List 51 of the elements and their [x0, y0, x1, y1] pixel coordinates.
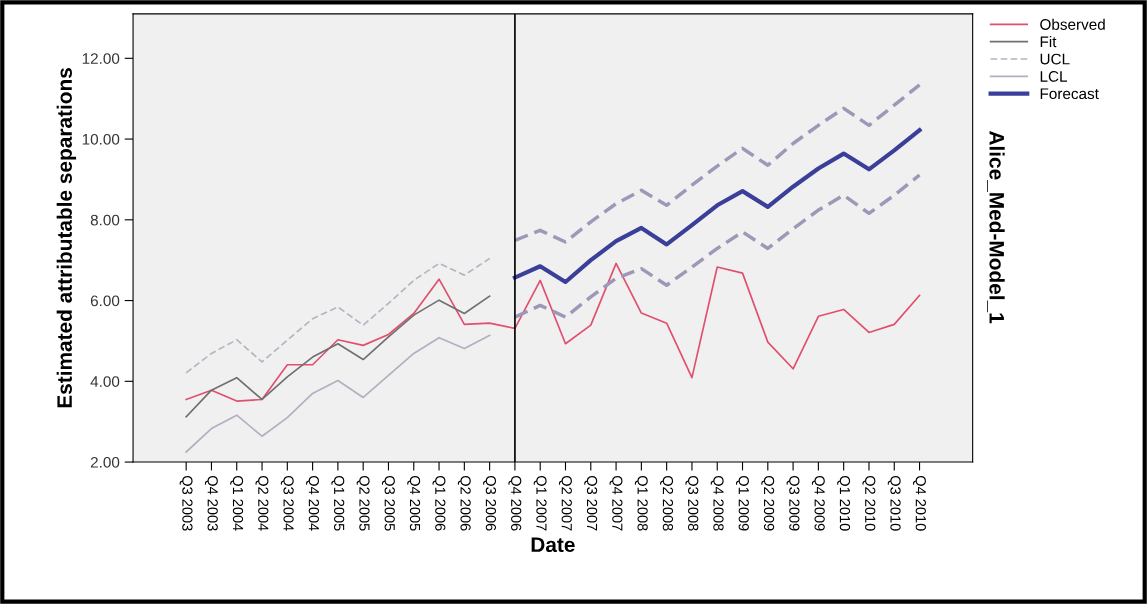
- line-series: [513, 173, 922, 319]
- x-tick-label: Q2 2007: [558, 475, 572, 531]
- legend-label: Observed: [1040, 18, 1105, 30]
- x-tick-label: Q4 2003: [204, 475, 218, 531]
- x-tick-label: Q4 2005: [407, 475, 421, 531]
- x-tick-label: Q3 2004: [280, 475, 294, 531]
- line-series: [512, 128, 922, 285]
- x-tick-label: Q3 2010: [887, 475, 901, 531]
- y-axis-title: Estimated attributable separations: [56, 68, 77, 408]
- legend-label: LCL: [1040, 70, 1068, 82]
- x-tick-label: Q4 2006: [508, 475, 522, 531]
- y-tick-label: 12.00: [82, 53, 120, 64]
- line-series: [185, 262, 921, 402]
- x-tick-label: Q4 2008: [710, 475, 724, 531]
- x-tick-label: Q1 2005: [331, 475, 345, 531]
- line-series: [185, 334, 491, 453]
- x-tick-label: Q1 2007: [533, 475, 547, 531]
- y-tick-label: 6.00: [90, 295, 120, 307]
- x-tick-label: Q4 2010: [913, 475, 926, 531]
- x-tick-label: Q2 2004: [255, 475, 269, 531]
- x-tick-label: Q2 2010: [862, 475, 876, 531]
- x-tick-label: Q1 2004: [230, 475, 244, 531]
- x-tick-label: Q1 2006: [432, 475, 446, 531]
- x-tick-label: Q2 2008: [660, 475, 674, 531]
- x-tick-label: Q4 2007: [609, 475, 623, 531]
- y-tick-label: 2.00: [90, 456, 120, 468]
- x-tick-label: Q3 2003: [179, 475, 193, 531]
- x-tick-label: Q1 2009: [736, 475, 749, 531]
- x-tick-label: Q2 2009: [761, 475, 775, 531]
- y-tick-label: 10.00: [82, 133, 120, 145]
- x-tick-label: Q3 2005: [381, 475, 395, 531]
- x-tick-label: Q3 2009: [786, 475, 800, 531]
- x-tick-label: Q4 2004: [306, 475, 320, 531]
- x-tick-label: Q2 2006: [457, 475, 471, 531]
- x-tick-label: Q3 2007: [584, 475, 598, 531]
- x-tick-label: Q2 2005: [356, 475, 370, 531]
- x-tick-label: Q1 2008: [634, 475, 648, 531]
- y-tick-label: 4.00: [90, 376, 120, 387]
- x-tick-label: Q1 2010: [837, 475, 851, 531]
- x-tick-label: Q4 2009: [811, 475, 825, 531]
- y-tick-label: 8.00: [90, 214, 120, 226]
- x-tick-label: Q3 2006: [483, 475, 497, 531]
- line-series: [513, 83, 922, 244]
- x-tick-label: Q3 2008: [685, 475, 699, 531]
- line-series: [185, 295, 491, 418]
- line-series: [185, 257, 491, 374]
- legend-label: Fit: [1040, 35, 1057, 48]
- legend-label: Forecast: [1040, 88, 1099, 100]
- x-axis-title: Date: [531, 537, 575, 553]
- legend-label: UCL: [1040, 53, 1070, 65]
- text: Alice_Med-Model_1: [987, 130, 1005, 324]
